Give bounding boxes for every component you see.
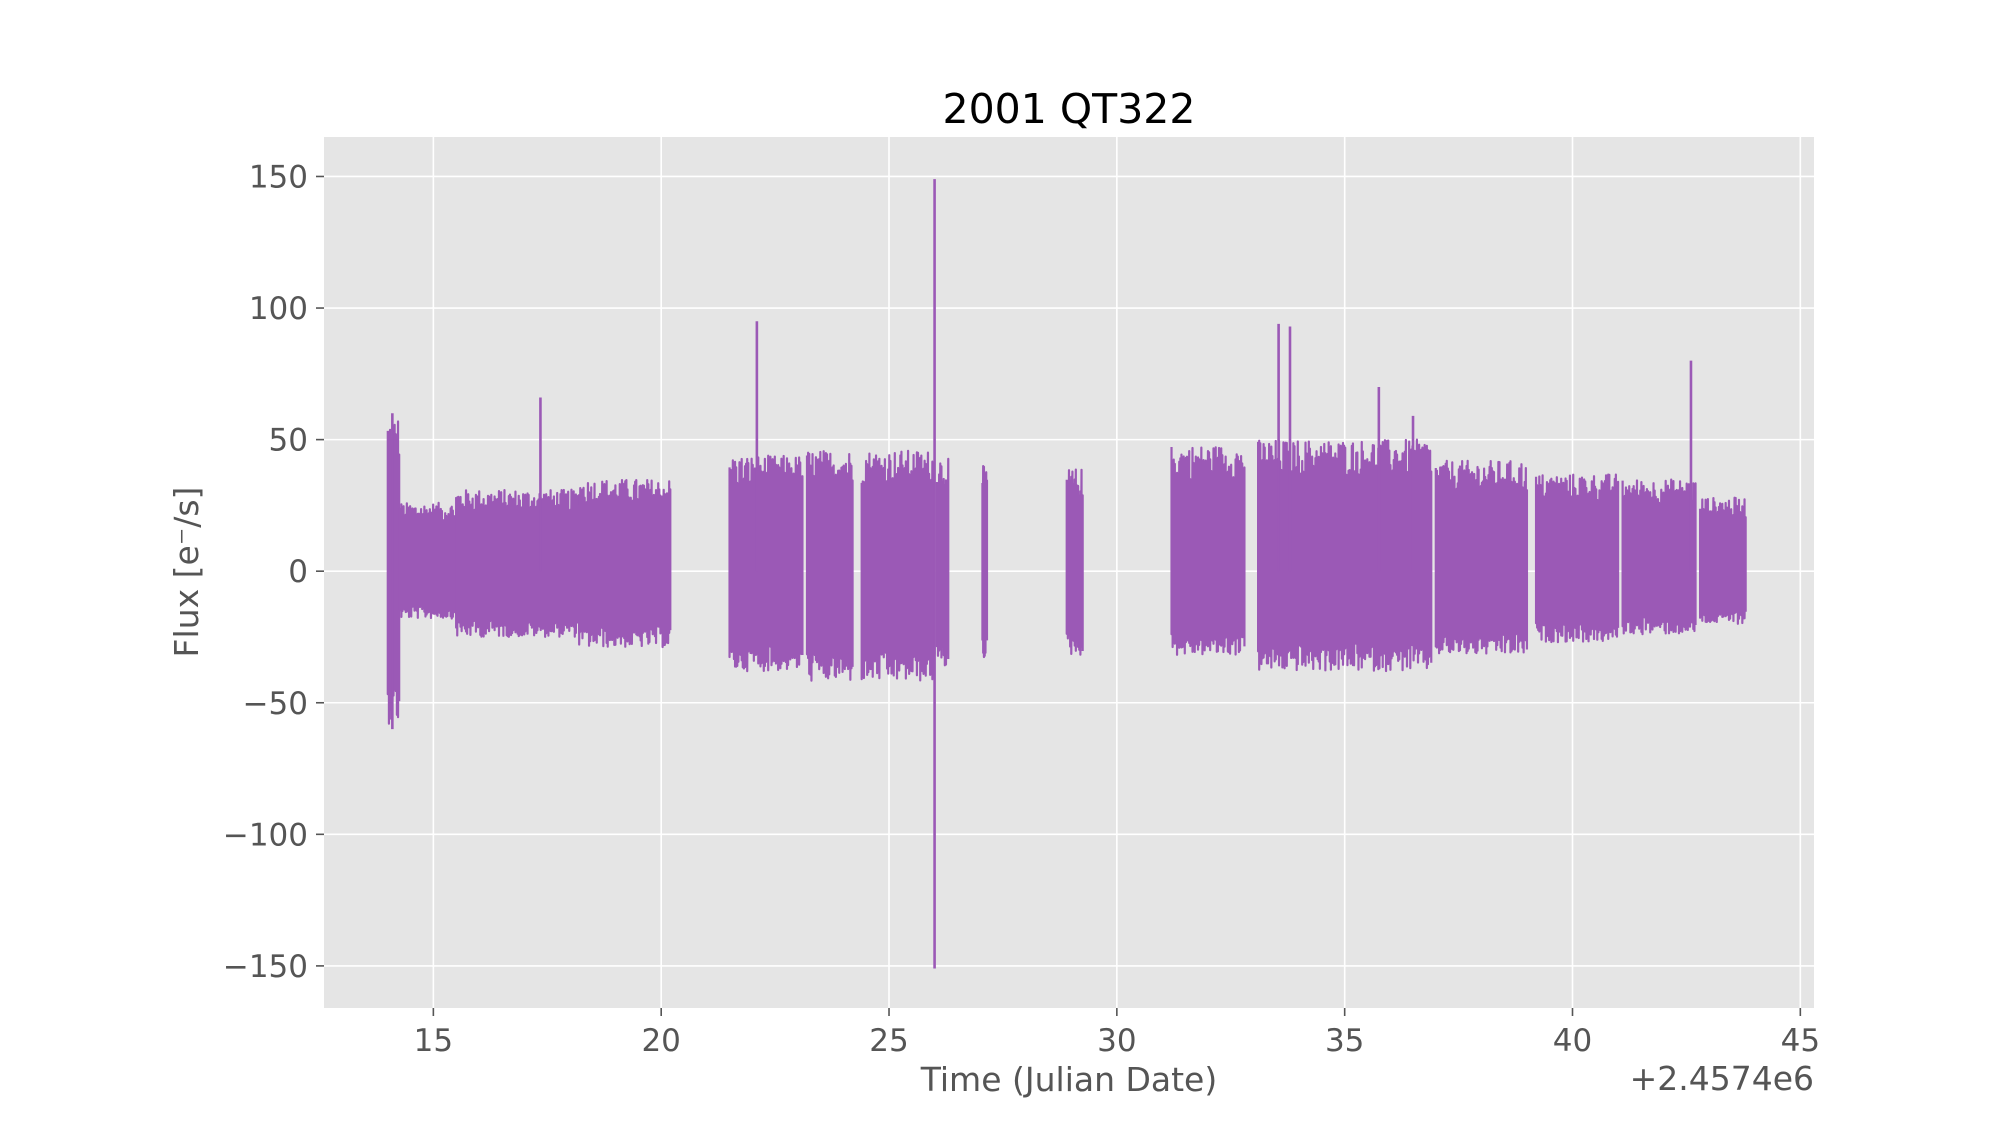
- y-tick-label: −50: [243, 686, 308, 722]
- x-tick-label: 20: [641, 1023, 680, 1059]
- flux-segment: [728, 454, 804, 673]
- flux-segment: [1170, 446, 1246, 656]
- series-flux: [386, 179, 1747, 969]
- x-tick-label: 25: [869, 1023, 908, 1059]
- flux-segment: [578, 478, 672, 649]
- x-tick-label: 30: [1097, 1023, 1136, 1059]
- flux-segment: [1698, 496, 1747, 625]
- chart-title: 2001 QT322: [943, 85, 1196, 133]
- x-tick-label: 15: [414, 1023, 453, 1059]
- flux-segment: [981, 464, 989, 659]
- flux-segment: [1621, 478, 1697, 636]
- flux-segment: [1257, 438, 1433, 673]
- flux-segment: [935, 457, 950, 667]
- flux-segment: [805, 450, 854, 682]
- y-tick-label: 100: [249, 291, 308, 327]
- y-tick-label: −150: [223, 949, 308, 985]
- x-axis-offset-label: +2.4574e6: [1630, 1059, 1814, 1098]
- flux-segment: [1534, 473, 1620, 644]
- x-tick-label: 45: [1781, 1023, 1820, 1059]
- flux-segment: [1065, 468, 1084, 656]
- flux-segment: [398, 501, 458, 620]
- x-tick-label: 35: [1325, 1023, 1364, 1059]
- y-tick-label: −100: [223, 817, 308, 853]
- x-axis-label: Time (Julian Date): [920, 1060, 1217, 1099]
- y-axis-label: Flux [e⁻/s]: [167, 487, 206, 658]
- y-tick-label: 50: [269, 423, 308, 459]
- x-tick-label: 40: [1553, 1023, 1592, 1059]
- flux-segment: [455, 488, 581, 638]
- flux-segment: [860, 449, 936, 682]
- y-tick-label: 150: [249, 159, 308, 195]
- y-tick-label: 0: [288, 554, 308, 590]
- axis-ticks: 15 20 25 30 35 40 45 −150 −100 −50 0 50 100 150: [223, 159, 1820, 1059]
- flux-segment: [1434, 459, 1529, 655]
